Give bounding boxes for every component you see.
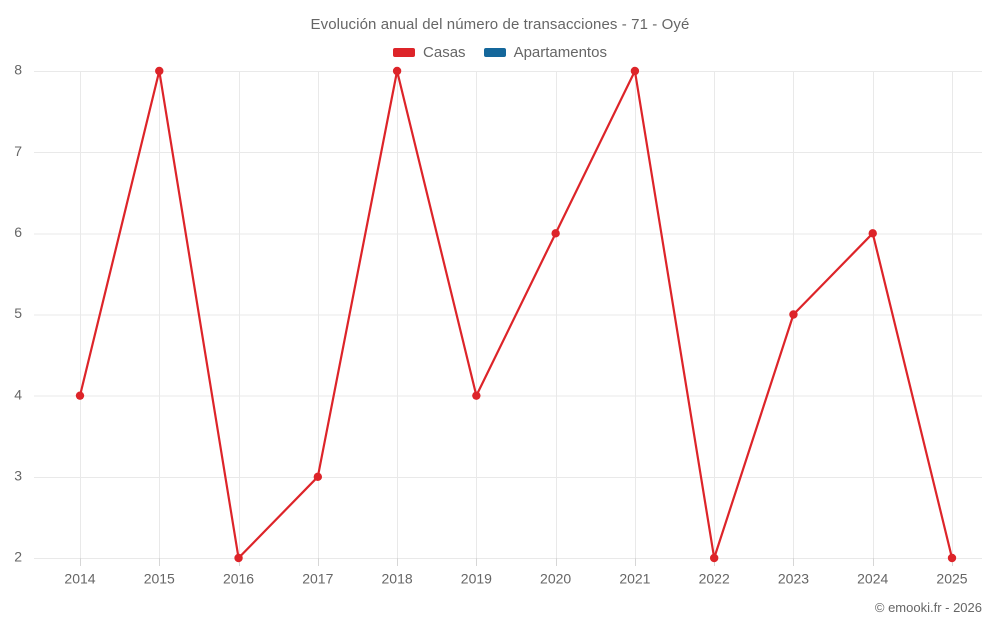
chart-legend: Casas Apartamentos [0,44,1000,61]
x-axis-tick-label: 2025 [936,570,967,586]
x-axis-tick-label: 2019 [461,570,492,586]
chart-title: Evolución anual del número de transaccio… [310,16,690,33]
y-axis-tick-label: 5 [14,305,22,321]
legend-label-apartamentos: Apartamentos [513,44,607,61]
x-axis-tick-label: 2021 [619,570,650,586]
y-axis-tick-label: 8 [14,62,22,78]
data-point-casas[interactable] [868,229,877,238]
x-axis-tick-label: 2023 [778,570,809,586]
data-point-casas[interactable] [551,229,560,238]
y-axis-tick-label: 7 [14,143,22,159]
x-axis-tick-label: 2016 [223,570,254,586]
x-axis-tick-label: 2015 [144,570,175,586]
x-axis-tick-label: 2022 [699,570,730,586]
data-point-casas[interactable] [947,553,957,563]
data-point-casas[interactable] [709,553,719,563]
legend-swatch-icon [393,48,416,57]
copyright-credit: © emooki.fr - 2026 [874,600,982,615]
data-point-casas[interactable] [155,66,164,76]
data-point-casas[interactable] [75,391,85,400]
y-axis-tick-label: 4 [14,386,22,402]
x-axis-tick-label: 2024 [857,570,888,586]
data-point-casas[interactable] [472,391,481,400]
y-axis-tick-label: 3 [14,468,22,484]
data-point-casas[interactable] [392,66,402,76]
x-axis-tick-label: 2014 [64,570,95,586]
data-point-casas[interactable] [234,553,243,563]
data-point-casas[interactable] [313,472,323,482]
legend-label-casas: Casas [423,44,466,61]
x-axis-tick-label: 2018 [382,570,413,586]
legend-item-apartamentos[interactable]: Apartamentos [483,44,607,61]
data-point-casas[interactable] [630,66,640,76]
legend-item-casas[interactable]: Casas [393,44,466,61]
x-axis-tick-label: 2020 [540,570,571,586]
y-axis-tick-label: 6 [14,224,22,240]
data-point-casas[interactable] [789,310,798,319]
series-line-casas [78,69,954,560]
x-axis-tick-label: 2017 [302,570,333,586]
y-axis-tick-label: 2 [14,549,22,565]
legend-swatch-icon [483,48,506,57]
